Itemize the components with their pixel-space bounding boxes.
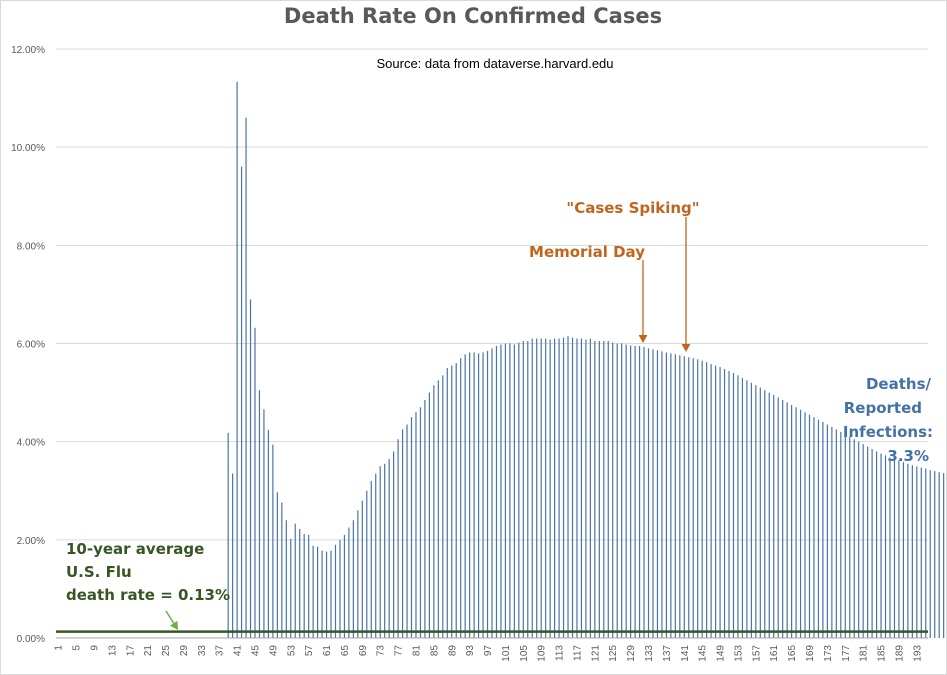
x-tick-label: 189 [894,645,905,662]
x-tick-label: 69 [358,645,369,657]
x-tick-label: 25 [161,645,172,657]
chart-title: Death Rate On Confirmed Cases [284,4,662,28]
arrow-flu [165,610,175,624]
x-tick-label: 29 [179,645,190,657]
annotation-cases-spiking: "Cases Spiking" [566,199,699,217]
x-tick-label: 117 [572,645,583,661]
x-tick-label: 41 [233,645,244,657]
x-tick-label: 33 [197,645,208,657]
y-tick-label: 0.00% [17,634,45,645]
x-tick-label: 125 [608,645,619,662]
x-tick-label: 169 [805,645,816,662]
x-tick-label: 1 [54,645,65,651]
x-tick-label: 65 [340,645,351,657]
annotation-memorial-day: Memorial Day [529,243,645,261]
y-tick-label: 4.00% [17,438,45,449]
x-tick-label: 153 [733,645,744,662]
x-tick-label: 181 [859,645,870,662]
x-tick-label: 141 [680,645,691,662]
x-tick-label: 105 [519,645,530,662]
x-tick-label: 145 [698,645,709,662]
x-tick-label: 5 [72,645,83,651]
x-tick-label: 13 [107,645,118,657]
x-tick-label: 9 [90,645,101,651]
x-tick-label: 121 [590,645,601,662]
x-tick-label: 113 [555,645,566,661]
annotation-flu-line-3: death rate = 0.13% [66,586,230,604]
x-tick-label: 17 [125,645,136,657]
x-tick-label: 73 [376,645,387,657]
x-tick-label: 137 [662,645,673,662]
x-tick-label: 93 [465,645,476,657]
x-tick-label: 81 [411,645,422,657]
annotation-deaths-line-3: Infections: [843,423,933,441]
x-tick-label: 89 [447,645,458,657]
arrow-flu-head [170,620,178,630]
x-tick-label: 45 [250,645,261,657]
annotation-deaths-line-1: Deaths/ [866,375,932,393]
x-tick-label: 49 [268,645,279,657]
x-tick-label: 21 [143,645,154,657]
y-tick-label: 8.00% [17,241,45,252]
x-tick-label: 129 [626,645,637,662]
annotation-deaths-line-2: Reported [844,399,922,417]
x-tick-label: 37 [215,645,226,657]
x-tick-label: 53 [286,645,297,657]
chart-subtitle: Source: data from dataverse.harvard.edu [376,56,613,71]
y-axis-ticks: 0.00% 2.00% 4.00% 6.00% 8.00% 10.00% 12.00% [11,45,45,645]
x-tick-label: 85 [429,645,440,657]
x-tick-label: 157 [751,645,762,662]
x-tick-label: 57 [304,645,315,657]
x-tick-label: 97 [483,645,494,657]
x-tick-label: 177 [841,645,852,662]
y-tick-label: 6.00% [17,340,45,351]
x-tick-label: 161 [769,645,780,662]
annotation-flu-line-1: 10-year average [66,540,204,558]
y-tick-label: 10.00% [11,143,45,154]
x-tick-label: 193 [912,645,923,662]
x-tick-label: 133 [644,645,655,662]
arrow-memorial-day-head [638,335,648,343]
x-tick-label: 149 [716,645,727,662]
annotation-deaths-line-4: 3.3% [887,447,929,465]
x-axis-ticks: 1 5 9 13 17 21 25 29 33 37 41 45 49 53 57 61 65 69 73 77 81 8… [54,645,924,662]
arrow-cases-spiking-head [681,344,691,352]
y-tick-label: 12.00% [11,45,45,56]
x-tick-label: 109 [537,645,548,662]
x-tick-label: 61 [322,645,333,657]
x-tick-label: 77 [394,645,405,657]
x-tick-label: 101 [501,645,512,662]
bars [227,81,945,638]
y-tick-label: 2.00% [17,536,45,547]
x-tick-label: 173 [823,645,834,662]
x-tick-label: 165 [787,645,798,662]
x-tick-label: 185 [877,645,888,662]
annotation-flu-line-2: U.S. Flu [66,563,132,581]
